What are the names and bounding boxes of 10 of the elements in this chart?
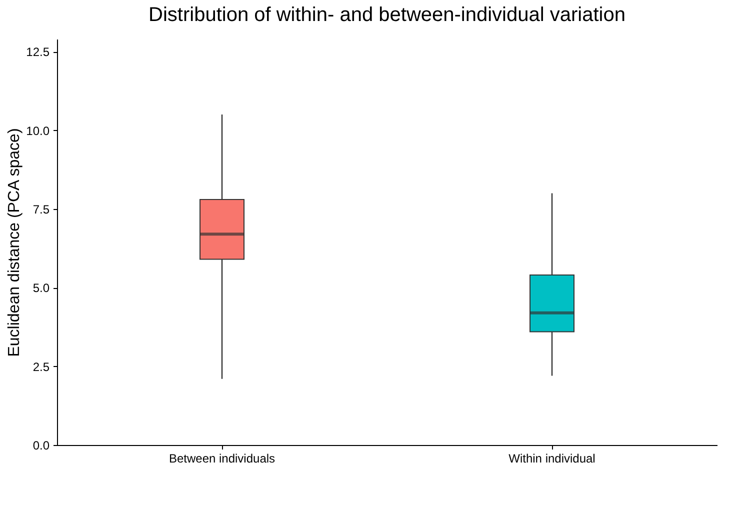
y-tick-label: 2.5	[32, 360, 50, 374]
chart-title: Distribution of within- and between-individual variation	[148, 4, 626, 26]
y-tick-label: 12.5	[26, 45, 50, 60]
y-tick-label: 10.0	[26, 124, 50, 138]
y-tick-label: 7.5	[32, 202, 50, 216]
x-tick-label: Within individual	[508, 452, 596, 466]
x-tick-label: Between individuals	[168, 452, 276, 466]
y-tick-label: 0.0	[32, 438, 50, 452]
y-axis-title: Euclidean distance (PCA space)	[6, 128, 24, 357]
y-tick-label: 5.0	[32, 281, 50, 296]
